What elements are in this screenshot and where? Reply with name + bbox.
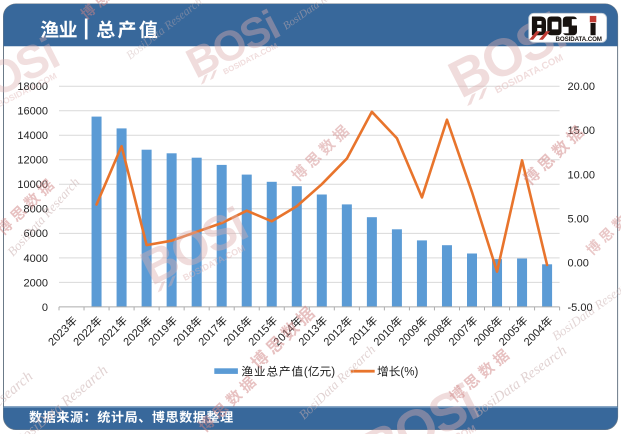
svg-text:-5.00: -5.00 — [568, 302, 593, 314]
svg-text:16000: 16000 — [17, 106, 48, 118]
svg-text:2000: 2000 — [24, 277, 48, 289]
svg-text:5.00: 5.00 — [568, 214, 589, 226]
svg-text:18000: 18000 — [17, 81, 48, 93]
svg-text:(%): (%) — [400, 367, 418, 379]
svg-text:6000: 6000 — [24, 228, 48, 240]
svg-text:BOSIDATA.COM: BOSIDATA.COM — [556, 36, 602, 43]
svg-text:20.00: 20.00 — [568, 81, 596, 93]
svg-text:15.00: 15.00 — [568, 125, 596, 137]
svg-text:(: ( — [304, 367, 308, 379]
svg-text:10.00: 10.00 — [568, 169, 596, 181]
svg-text:4000: 4000 — [24, 253, 48, 265]
svg-text:12000: 12000 — [17, 155, 48, 167]
svg-text:0: 0 — [42, 302, 48, 314]
svg-text:14000: 14000 — [17, 130, 48, 142]
svg-text:): ) — [331, 367, 335, 379]
svg-text:0.00: 0.00 — [568, 258, 589, 270]
